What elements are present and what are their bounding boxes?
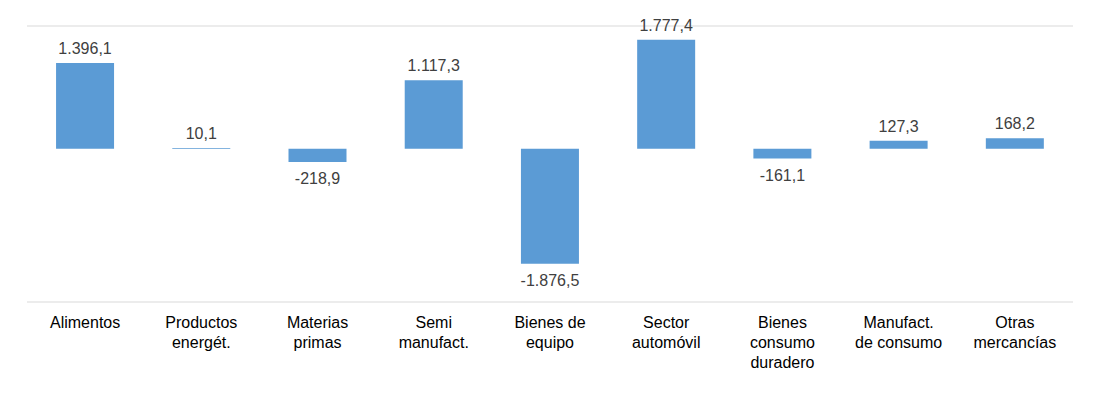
svg-text:Semimanufact.: Semimanufact. <box>399 314 469 351</box>
svg-text:-161,1: -161,1 <box>760 167 805 184</box>
svg-text:Bienesconsumoduradero: Bienesconsumoduradero <box>750 314 815 371</box>
svg-text:Sectorautomóvil: Sectorautomóvil <box>632 314 700 351</box>
svg-text:Otrasmercancías: Otrasmercancías <box>974 314 1057 351</box>
svg-text:1.396,1: 1.396,1 <box>58 40 111 57</box>
svg-text:127,3: 127,3 <box>879 118 919 135</box>
svg-text:-218,9: -218,9 <box>295 170 340 187</box>
svg-text:168,2: 168,2 <box>995 115 1035 132</box>
svg-text:Bienes deequipo: Bienes deequipo <box>514 314 585 351</box>
svg-text:1.117,3: 1.117,3 <box>408 57 460 74</box>
svg-text:1.777,4: 1.777,4 <box>639 17 692 34</box>
svg-text:Materiasprimas: Materiasprimas <box>287 314 348 351</box>
svg-text:Manufact.de consumo: Manufact.de consumo <box>855 314 942 351</box>
svg-text:10,1: 10,1 <box>186 125 217 142</box>
svg-text:Productosenergét.: Productosenergét. <box>165 314 237 351</box>
svg-text:Alimentos: Alimentos <box>50 314 120 331</box>
svg-text:-1.876,5: -1.876,5 <box>521 272 580 289</box>
